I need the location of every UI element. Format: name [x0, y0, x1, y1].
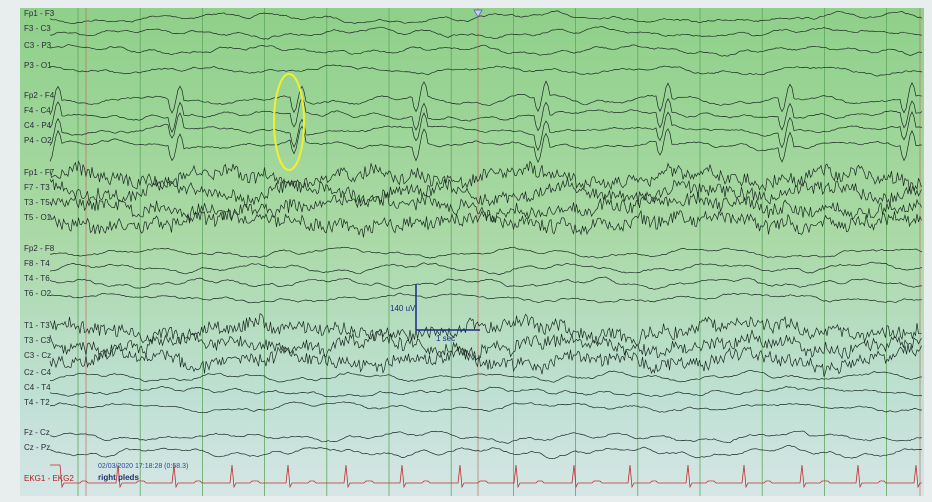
eeg-trace	[49, 430, 923, 444]
channel-label: P3 - O1	[24, 61, 52, 70]
eeg-trace	[49, 313, 922, 346]
channel-label: T1 - T3	[24, 321, 50, 330]
cursor-marker	[473, 9, 483, 18]
eeg-trace	[49, 276, 922, 290]
channel-label: C4 - P4	[24, 121, 52, 130]
channel-label: Fp2 - F8	[24, 244, 55, 253]
calibration-time: 1 sec	[436, 334, 455, 343]
eeg-trace	[49, 444, 923, 459]
channel-label: T5 - O1	[24, 213, 52, 222]
channel-label: Fp2 - F4	[24, 91, 55, 100]
eeg-trace	[49, 344, 922, 377]
channel-label: F4 - C4	[24, 106, 51, 115]
channel-label: EKG1 - EKG2	[24, 474, 74, 483]
channel-label: P4 - O2	[24, 136, 52, 145]
calibration-amplitude: 140 uV	[390, 304, 416, 313]
trace-area	[20, 8, 924, 496]
calibration: 140 uV 1 sec	[390, 284, 480, 343]
eeg-trace	[49, 329, 922, 361]
channel-labels: Fp1 - F3 F3 - C3 C3 - P3 P3 - O1 Fp2 - F4 F4 …	[24, 9, 74, 483]
channel-label: T6 - O2	[24, 289, 52, 298]
eeg-trace	[49, 10, 923, 25]
channel-label: T3 - T5	[24, 198, 50, 207]
eeg-trace	[49, 110, 923, 152]
channel-label: Fz - Cz	[24, 428, 50, 437]
highlight-ellipse	[273, 73, 305, 171]
ekg-trace	[50, 464, 922, 489]
channel-label: F8 - T4	[24, 259, 50, 268]
eeg-trace	[49, 97, 923, 133]
channel-label: Cz - Pz	[24, 443, 50, 452]
timestamp: 02/03/2020 17:18:28 (0:58.3)	[98, 463, 188, 470]
eeg-trace	[49, 208, 922, 238]
eeg-trace	[49, 292, 922, 304]
eeg-trace	[49, 44, 923, 57]
channel-label: T3 - C3	[24, 336, 51, 345]
channel-label: T4 - T2	[24, 398, 50, 407]
eeg-trace	[49, 125, 923, 164]
channel-label: Cz - C4	[24, 368, 52, 377]
eeg-trace	[49, 160, 922, 192]
eeg-trace	[49, 64, 923, 77]
channel-label: F3 - C3	[24, 24, 51, 33]
eeg-trace	[49, 369, 923, 383]
channel-label: Fp1 - F7	[24, 168, 55, 177]
channel-label: Fp1 - F3	[24, 9, 55, 18]
eeg-trace	[49, 26, 923, 40]
channel-label: C3 - Cz	[24, 351, 51, 360]
channel-label: C4 - T4	[24, 383, 51, 392]
eeg-trace	[49, 80, 923, 115]
annotation-note: right pleds	[98, 473, 139, 482]
channel-label: C3 - P3	[24, 41, 52, 50]
channel-label: F7 - T3	[24, 183, 50, 192]
eeg-trace	[49, 177, 922, 209]
time-grid	[77, 8, 921, 496]
channel-label: T4 - T6	[24, 274, 50, 283]
traces	[49, 10, 923, 489]
eeg-trace	[49, 386, 923, 398]
eeg-trace	[49, 261, 923, 276]
eeg-trace	[50, 246, 923, 259]
eeg-trace	[49, 401, 922, 414]
